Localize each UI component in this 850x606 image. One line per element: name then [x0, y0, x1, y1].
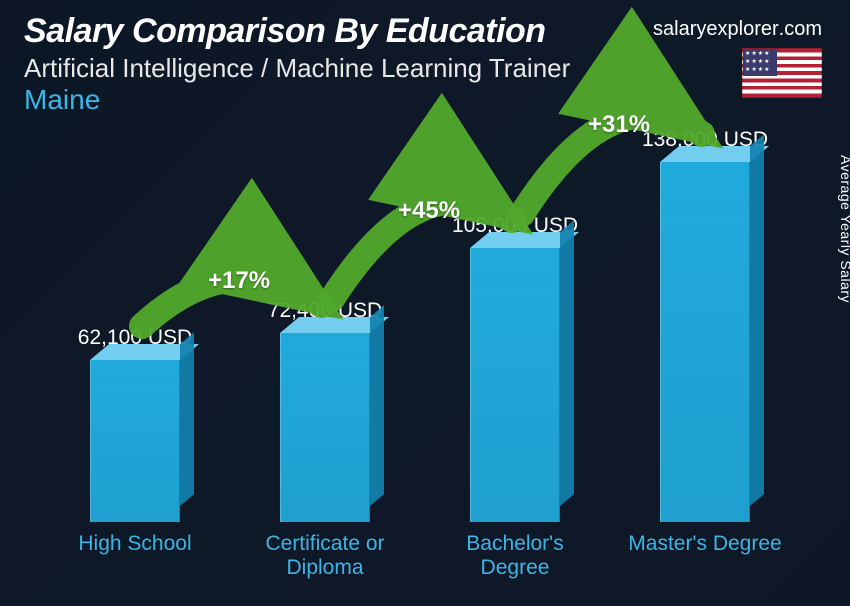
- country-flag-icon: [742, 48, 822, 98]
- source-tld: .com: [779, 18, 822, 40]
- chart-region: Maine: [24, 84, 826, 116]
- bar-x-label: High School: [78, 532, 191, 584]
- bar: [280, 333, 370, 522]
- source-name: salaryexplorer: [653, 18, 779, 40]
- bar: [660, 162, 750, 522]
- bar-x-label: Bachelor's Degree: [431, 532, 598, 584]
- increment-badge: +45%: [388, 193, 470, 229]
- bar: [470, 248, 560, 522]
- bar-group: 72,400 USDCertificate or Diploma: [241, 299, 408, 584]
- bar-group: 138,000 USDMaster's Degree: [621, 128, 788, 584]
- bar-group: 105,000 USDBachelor's Degree: [431, 214, 598, 584]
- increment-badge: +17%: [198, 263, 280, 299]
- bar-group: 62,100 USDHigh School: [51, 326, 218, 584]
- bar-x-label: Certificate or Diploma: [241, 532, 408, 584]
- y-axis-label: Average Yearly Salary: [838, 155, 850, 303]
- bar: [90, 360, 180, 522]
- source-attribution: salaryexplorer.com: [653, 18, 822, 41]
- bar-x-label: Master's Degree: [628, 532, 781, 584]
- increment-badge: +31%: [578, 107, 660, 143]
- chart-subtitle: Artificial Intelligence / Machine Learni…: [24, 53, 826, 84]
